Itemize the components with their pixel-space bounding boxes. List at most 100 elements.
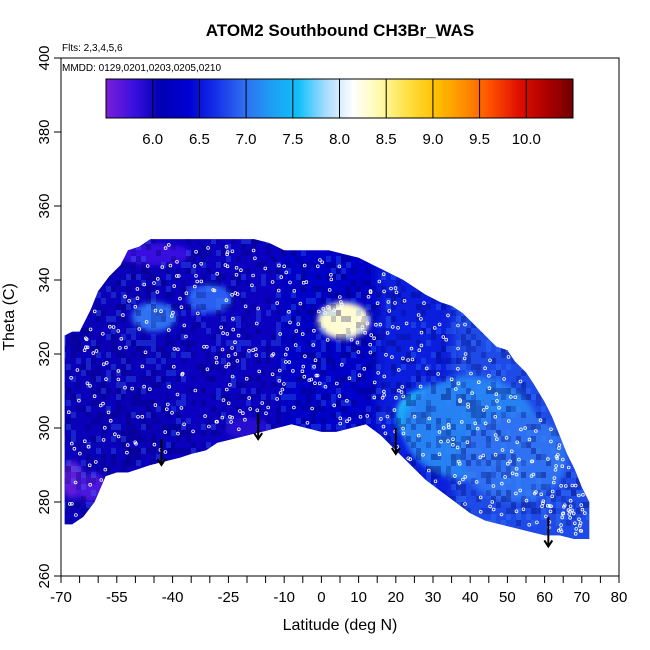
texture-cell (551, 508, 556, 514)
texture-cell (376, 508, 381, 514)
texture-cell (481, 418, 486, 424)
texture-cell (326, 310, 331, 316)
texture-cell (336, 268, 341, 274)
x-tick-label: 70 (573, 589, 590, 606)
texture-cell (276, 502, 281, 508)
texture-cell (446, 298, 451, 304)
texture-cell (121, 292, 126, 298)
texture-cell (361, 418, 366, 424)
sample-point (553, 467, 558, 472)
texture-cell (231, 358, 236, 364)
sample-point (546, 457, 550, 461)
texture-cell (561, 382, 566, 388)
texture-cell (161, 358, 166, 364)
texture-cell (76, 466, 81, 472)
texture-cell (401, 286, 406, 292)
texture-cell (411, 358, 416, 364)
texture-cell (251, 304, 256, 310)
texture-cell (156, 316, 161, 322)
texture-cell (501, 304, 506, 310)
texture-cell (256, 454, 261, 460)
texture-cell (516, 274, 521, 280)
sample-point (581, 492, 585, 497)
texture-cell (391, 340, 396, 346)
texture-cell (256, 262, 261, 268)
texture-cell (146, 292, 151, 298)
texture-cell (496, 388, 501, 394)
sample-point (557, 443, 562, 447)
texture-cell (476, 496, 481, 502)
texture-cell (196, 262, 201, 268)
sample-point (419, 330, 424, 335)
texture-cell (331, 442, 336, 448)
sample-point (381, 424, 386, 429)
sample-point (465, 440, 470, 445)
texture-cell (161, 262, 166, 268)
sample-point (140, 414, 145, 419)
texture-cell (546, 388, 551, 394)
texture-cell (601, 454, 606, 460)
texture-cell (64, 382, 66, 388)
sample-point (573, 483, 578, 488)
texture-cell (116, 436, 121, 442)
sample-point (456, 459, 461, 464)
texture-cell (64, 346, 66, 352)
sample-point (225, 332, 230, 336)
texture-cell (241, 490, 246, 496)
texture-cell (546, 490, 551, 496)
texture-cell (356, 334, 361, 340)
texture-cell (561, 328, 566, 334)
texture-cell (356, 466, 361, 472)
texture-cell (546, 262, 551, 268)
texture-cell (136, 400, 141, 406)
texture-cell (456, 244, 461, 250)
colorbar-tick-label: 7.5 (282, 131, 303, 148)
texture-cell (116, 424, 121, 430)
texture-cell (121, 406, 126, 412)
sample-point (397, 388, 401, 393)
texture-cell (471, 364, 476, 370)
texture-cell (536, 250, 541, 256)
texture-cell (436, 508, 441, 514)
texture-cell (576, 406, 581, 412)
texture-cell (321, 358, 326, 364)
texture-cell (86, 472, 91, 478)
texture-cell (231, 448, 236, 454)
texture-cell (541, 286, 546, 292)
texture-cell (496, 244, 501, 250)
texture-cell (516, 406, 521, 412)
texture-cell (491, 274, 496, 280)
sample-point (466, 402, 470, 407)
sample-point (167, 243, 171, 247)
sample-point (573, 531, 578, 536)
texture-cell (411, 262, 416, 268)
texture-cell (391, 424, 396, 430)
texture-cell (516, 508, 521, 514)
texture-cell (286, 394, 291, 400)
texture-cell (446, 430, 451, 436)
sample-point (196, 311, 200, 316)
texture-cell (321, 328, 326, 334)
texture-cell (81, 328, 86, 334)
texture-cell (481, 304, 486, 310)
texture-cell (131, 334, 136, 340)
sample-point (226, 362, 231, 367)
texture-cell (346, 400, 351, 406)
sample-point (363, 330, 367, 335)
texture-cell (136, 454, 141, 460)
texture-cell (336, 376, 341, 382)
texture-cell (76, 484, 81, 490)
texture-cell (456, 442, 461, 448)
texture-cell (416, 370, 421, 376)
sample-point (300, 369, 305, 374)
texture-cell (236, 274, 241, 280)
texture-cell (361, 340, 366, 346)
texture-cell (241, 358, 246, 364)
texture-cell (226, 298, 231, 304)
texture-cell (181, 520, 186, 526)
texture-cell (486, 466, 491, 472)
texture-cell (336, 454, 341, 460)
texture-cell (451, 286, 456, 292)
texture-cell (126, 478, 131, 484)
texture-cell (116, 472, 121, 478)
